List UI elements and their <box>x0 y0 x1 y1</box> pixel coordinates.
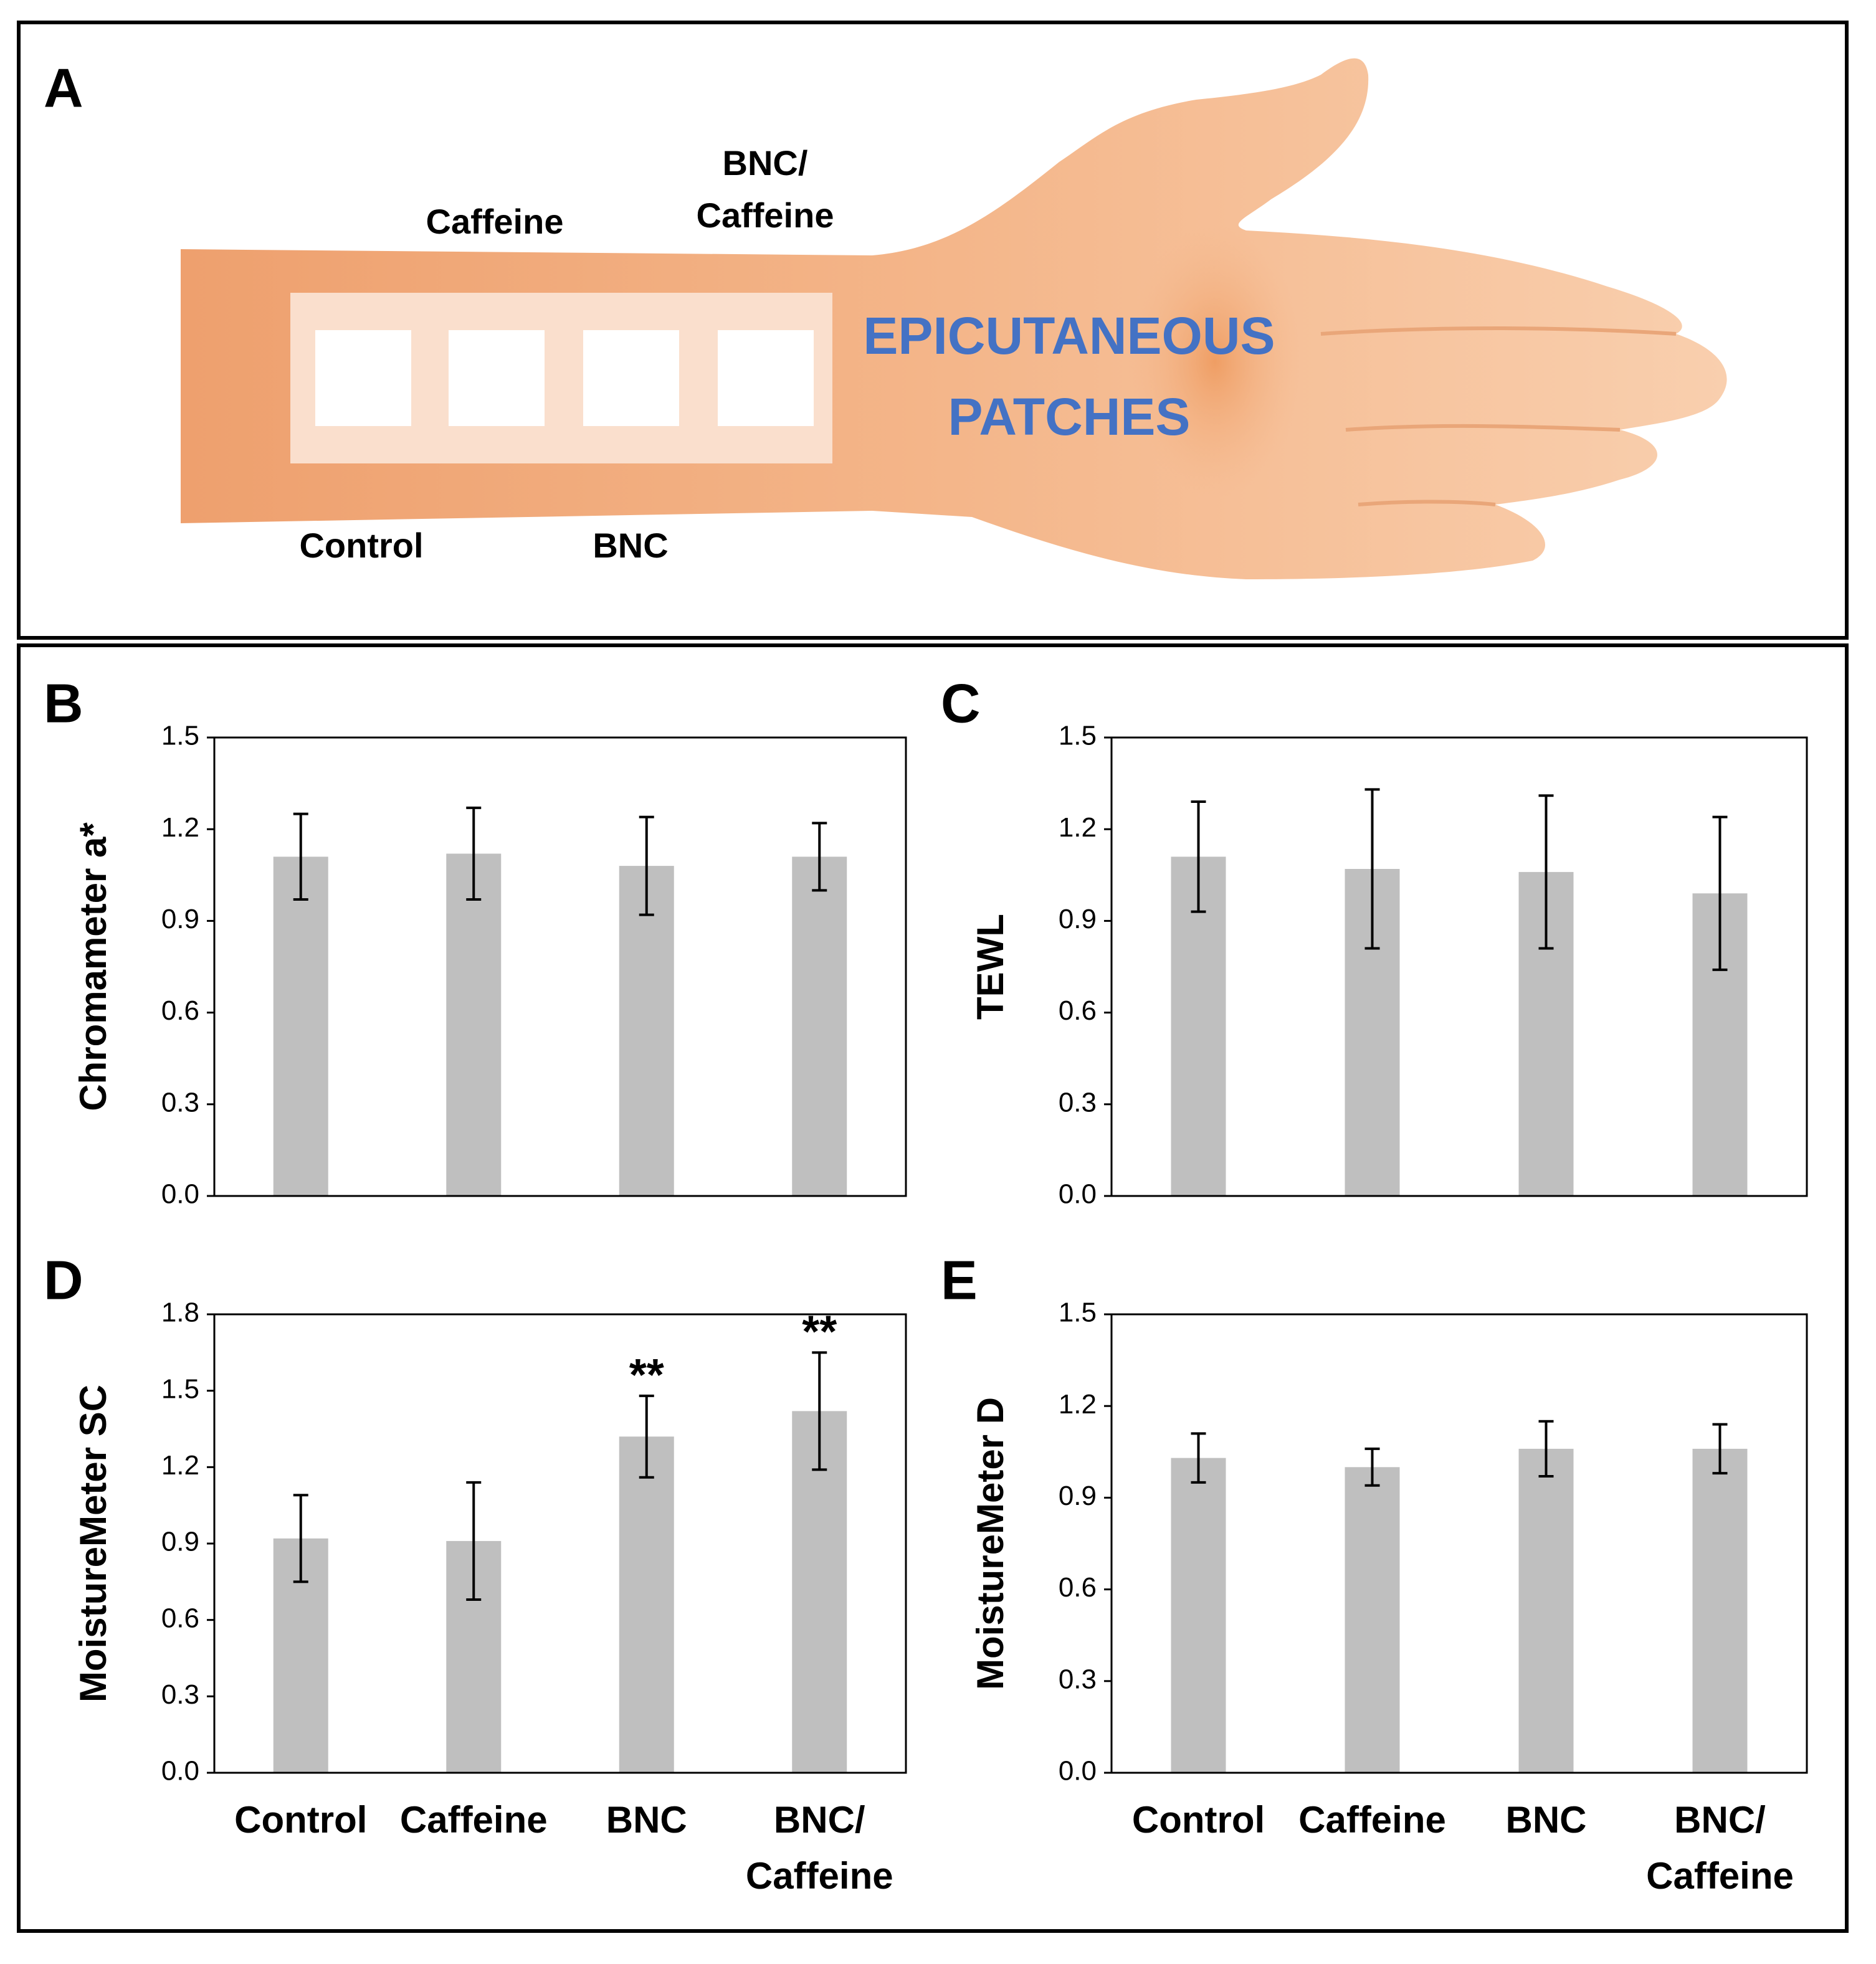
significance: ** <box>629 1350 664 1400</box>
plot-frame <box>1110 736 1808 1197</box>
bar <box>619 1436 674 1773</box>
bar <box>792 856 847 1196</box>
bar <box>619 866 674 1196</box>
y-tick-label: 1.5 <box>161 1373 199 1404</box>
panel-frame <box>17 643 1849 1933</box>
plot-frame <box>1110 1313 1808 1774</box>
plot-frame <box>213 1313 907 1774</box>
y-tick-label: 1.5 <box>1059 1297 1097 1328</box>
y-tick-label: 0.9 <box>1059 1481 1097 1511</box>
diagram-title: EPICUTANEOUS PATCHES <box>863 306 1275 446</box>
y-tick-label: 1.2 <box>1059 1389 1097 1420</box>
y-tick-label: 1.2 <box>161 812 199 843</box>
y-tick-label: 1.5 <box>161 721 199 751</box>
patch-label: BNC <box>593 526 668 565</box>
x-tick-label: BNC <box>1506 1799 1587 1841</box>
bar <box>1692 1448 1748 1773</box>
panel-label: D <box>44 1249 83 1311</box>
panel-label: C <box>941 672 981 734</box>
y-axis-label: TEWL <box>969 914 1011 1020</box>
bar <box>1345 1467 1400 1773</box>
y-tick-label: 0.0 <box>161 1179 199 1210</box>
patch-label: BNC/Caffeine <box>697 143 834 235</box>
bar <box>1518 1448 1574 1773</box>
x-tick-label: BNC/Caffeine <box>746 1799 893 1897</box>
y-tick-label: 0.6 <box>161 995 199 1026</box>
y-tick-label: 0.9 <box>161 904 199 934</box>
bar <box>792 1411 847 1773</box>
y-axis-label: MoistureMeter SC <box>72 1385 114 1702</box>
patch-label: Caffeine <box>426 202 564 241</box>
bar <box>1171 1458 1226 1773</box>
y-tick-label: 0.6 <box>1059 995 1097 1026</box>
y-tick-label: 0.3 <box>1059 1664 1097 1694</box>
bar <box>1171 856 1226 1196</box>
y-axis-label: Chromameter a* <box>72 822 114 1111</box>
patch-label: Control <box>299 526 423 565</box>
x-tick-label: Caffeine <box>1298 1799 1446 1841</box>
y-tick-label: 0.0 <box>1059 1756 1097 1786</box>
y-tick-label: 1.2 <box>161 1450 199 1481</box>
arm-illustration <box>181 58 1727 579</box>
y-tick-label: 1.5 <box>1059 721 1097 751</box>
x-tick-label: Control <box>1132 1799 1265 1841</box>
plot-frame <box>213 736 907 1197</box>
x-tick-label: Caffeine <box>400 1799 548 1841</box>
y-tick-label: 0.6 <box>161 1603 199 1633</box>
panel-label: A <box>44 57 83 118</box>
y-tick-label: 0.9 <box>1059 904 1097 934</box>
panel-label: B <box>44 672 83 734</box>
y-tick-label: 0.0 <box>1059 1179 1097 1210</box>
panel-a-frame <box>17 21 1849 640</box>
bar <box>273 856 328 1196</box>
x-tick-label: BNC <box>606 1799 687 1841</box>
y-axis-label: MoistureMeter D <box>969 1397 1011 1690</box>
y-tick-label: 0.3 <box>1059 1087 1097 1117</box>
panel-label: E <box>941 1249 978 1311</box>
bar <box>446 853 502 1196</box>
y-tick-label: 0.6 <box>1059 1572 1097 1603</box>
y-tick-label: 0.3 <box>161 1087 199 1117</box>
x-tick-label: BNC/Caffeine <box>1646 1799 1794 1897</box>
y-tick-label: 0.3 <box>161 1679 199 1710</box>
y-tick-label: 1.2 <box>1059 812 1097 843</box>
y-tick-label: 0.0 <box>161 1756 199 1786</box>
significance: ** <box>802 1307 837 1357</box>
y-tick-label: 1.8 <box>161 1297 199 1328</box>
y-tick-label: 0.9 <box>161 1527 199 1557</box>
x-tick-label: Control <box>234 1799 367 1841</box>
